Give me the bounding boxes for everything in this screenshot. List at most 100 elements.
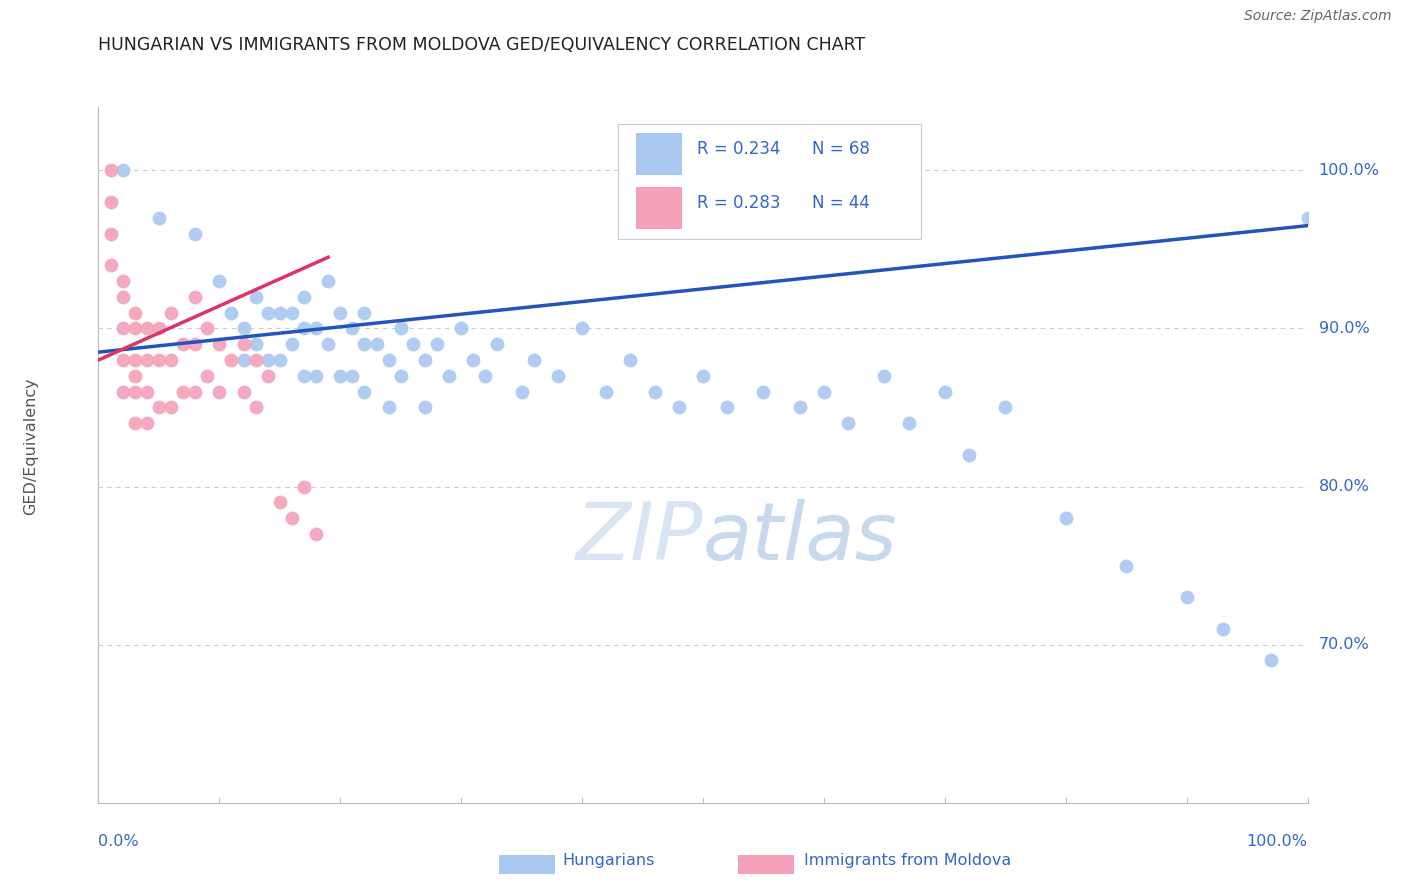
Point	[221, 353, 243, 368]
Point	[111, 290, 134, 304]
Point	[292, 321, 315, 335]
Point	[281, 337, 304, 351]
Point	[256, 305, 278, 319]
Point	[256, 368, 278, 383]
Point	[474, 368, 496, 383]
Point	[1175, 591, 1198, 605]
Point	[269, 305, 291, 319]
Point	[124, 305, 146, 319]
Point	[463, 353, 485, 368]
Point	[353, 337, 375, 351]
Point	[1115, 558, 1137, 573]
Point	[413, 401, 436, 415]
Text: 100.0%: 100.0%	[1247, 834, 1308, 849]
Text: Immigrants from Moldova: Immigrants from Moldova	[804, 854, 1011, 868]
Point	[135, 417, 157, 431]
Point	[232, 384, 254, 399]
Bar	[637, 187, 682, 229]
Point	[184, 227, 207, 241]
Point	[389, 321, 412, 335]
Point	[316, 337, 339, 351]
Point	[486, 337, 509, 351]
Point	[377, 353, 399, 368]
Point	[305, 368, 328, 383]
Point	[305, 321, 328, 335]
Point	[111, 163, 134, 178]
Point	[184, 290, 207, 304]
Point	[523, 353, 546, 368]
Point	[148, 401, 170, 415]
Point	[292, 290, 315, 304]
Point	[232, 321, 254, 335]
Point	[135, 321, 157, 335]
Point	[547, 368, 569, 383]
Text: 90.0%: 90.0%	[1319, 321, 1369, 336]
Point	[184, 384, 207, 399]
Point	[245, 337, 267, 351]
Point	[111, 384, 134, 399]
Point	[292, 479, 315, 493]
Point	[281, 305, 304, 319]
Point	[353, 384, 375, 399]
Point	[208, 274, 231, 288]
Text: 70.0%: 70.0%	[1319, 637, 1369, 652]
Point	[366, 337, 388, 351]
Point	[450, 321, 472, 335]
Point	[329, 368, 352, 383]
FancyBboxPatch shape	[619, 124, 921, 239]
Point	[256, 353, 278, 368]
Text: N = 68: N = 68	[811, 140, 870, 158]
Point	[245, 401, 267, 415]
Bar	[637, 134, 682, 175]
Point	[208, 337, 231, 351]
Point	[245, 353, 267, 368]
Point	[752, 384, 775, 399]
Point	[437, 368, 460, 383]
Point	[221, 305, 243, 319]
Point	[160, 305, 183, 319]
Point	[994, 401, 1017, 415]
Point	[124, 353, 146, 368]
Text: GED/Equivalency: GED/Equivalency	[24, 377, 38, 515]
Point	[148, 321, 170, 335]
Text: ZIP: ZIP	[575, 500, 703, 577]
Point	[813, 384, 835, 399]
Point	[172, 337, 194, 351]
Point	[100, 258, 122, 272]
Text: atlas: atlas	[703, 500, 898, 577]
Point	[897, 417, 920, 431]
Point	[668, 401, 690, 415]
Point	[160, 401, 183, 415]
Point	[426, 337, 449, 351]
Text: N = 44: N = 44	[811, 194, 870, 212]
Text: 80.0%: 80.0%	[1319, 479, 1369, 494]
Point	[1260, 653, 1282, 667]
Point	[716, 401, 738, 415]
Point	[148, 211, 170, 225]
Point	[100, 194, 122, 209]
Point	[692, 368, 714, 383]
Point	[111, 274, 134, 288]
Text: Source: ZipAtlas.com: Source: ZipAtlas.com	[1244, 9, 1392, 23]
Point	[342, 321, 364, 335]
Point	[232, 337, 254, 351]
Point	[595, 384, 617, 399]
Point	[1296, 211, 1319, 225]
Point	[389, 368, 412, 383]
Point	[135, 353, 157, 368]
Point	[789, 401, 811, 415]
Point	[413, 353, 436, 368]
Point	[305, 527, 328, 541]
Point	[160, 353, 183, 368]
Point	[571, 321, 593, 335]
Point	[934, 384, 956, 399]
Point	[124, 321, 146, 335]
Point	[837, 417, 859, 431]
Point	[1054, 511, 1077, 525]
Point	[329, 305, 352, 319]
Point	[510, 384, 533, 399]
Point	[316, 274, 339, 288]
Point	[172, 384, 194, 399]
Point	[232, 353, 254, 368]
Point	[195, 321, 218, 335]
